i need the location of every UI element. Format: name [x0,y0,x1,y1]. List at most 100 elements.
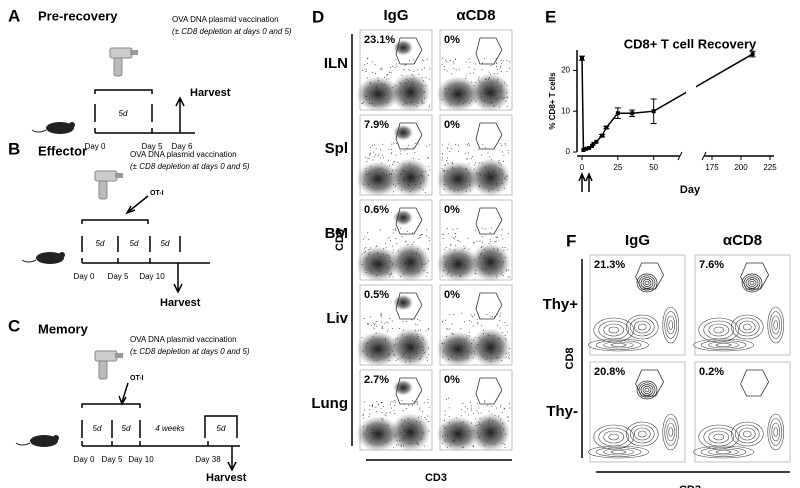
dot [406,103,408,105]
dot [468,431,470,433]
dot [380,168,382,170]
dot [414,252,416,254]
dot [369,146,371,148]
arrow [118,382,129,406]
contour [730,421,764,447]
dot [490,437,492,439]
dot [470,422,472,424]
dot [445,426,447,428]
dot [413,78,415,80]
dot [472,446,474,448]
dot [417,336,419,338]
dot [429,68,431,70]
dot [508,233,510,235]
dot [509,61,511,63]
dot [375,170,377,172]
dot [504,407,506,409]
contour [636,380,658,400]
dot [388,148,390,150]
dot [444,440,446,442]
dot [392,401,394,403]
density [470,413,511,452]
dot [490,352,492,354]
dot [425,170,427,172]
dot [411,439,413,441]
dot [419,329,421,331]
dot [366,62,368,64]
dot [369,408,371,410]
dot [374,105,376,107]
dot [416,403,418,405]
dot [413,87,415,89]
dot [407,344,409,346]
dot [388,78,390,80]
dot [369,413,371,415]
dot [392,183,394,185]
dot [420,234,422,236]
dot [449,348,451,350]
dot [375,148,377,150]
dot [484,228,486,230]
dot [382,418,384,420]
dot [484,401,486,403]
dot [458,101,460,103]
density [470,158,511,197]
gate [395,207,423,235]
dot [490,227,492,229]
dot [375,85,377,87]
dot [473,242,475,244]
dot [395,264,397,266]
dot [441,168,443,170]
dot [463,248,465,250]
dot [404,430,406,432]
dot [455,144,457,146]
dot [389,276,391,278]
dot [391,152,393,154]
dot [385,88,387,90]
dot [477,344,479,346]
dot [380,314,382,316]
dot [485,167,487,169]
dot [506,270,508,272]
dot [489,352,491,354]
interval: 5d [93,424,102,433]
dot [479,240,481,242]
contour [713,326,725,334]
dot [426,357,428,359]
dot [403,437,405,439]
contour [773,320,779,330]
panel-title: Memory [38,321,89,336]
dot [403,68,405,70]
dot [448,143,450,145]
dot [407,185,409,187]
dot [371,431,373,433]
dot [410,169,412,171]
dot [476,322,478,324]
dot [407,95,409,97]
dot [428,329,430,331]
dot [413,157,415,159]
dot [459,240,461,242]
y-tick-label: 0 [566,147,571,156]
dot [465,74,467,76]
dot [455,357,457,359]
dot [376,410,378,412]
dot [460,328,462,330]
dot [407,244,409,246]
dot [371,325,373,327]
dot [392,350,394,352]
dot [458,150,460,152]
arrow [175,96,185,128]
dot [383,261,385,263]
dot [499,66,501,68]
dot [395,434,397,436]
dot [408,60,410,62]
depletion: (± CD8 depletion at days 0 and 5) [130,162,250,171]
dot [484,58,486,60]
dot [468,319,470,321]
dot [441,144,443,146]
dot [407,418,409,420]
dot [458,172,460,174]
dot [377,267,379,269]
dot [505,356,507,358]
